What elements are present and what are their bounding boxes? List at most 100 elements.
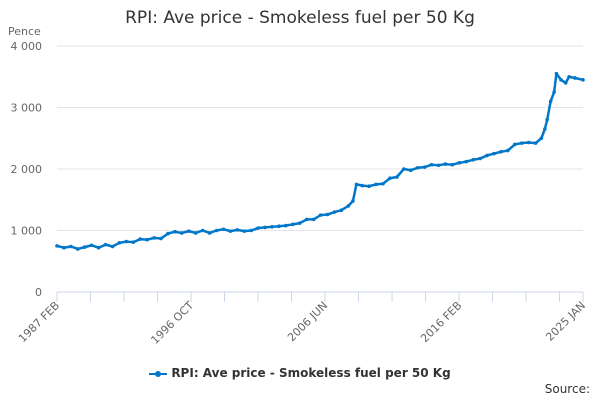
data-point (186, 229, 191, 233)
data-point (166, 231, 170, 236)
data-point (117, 241, 122, 245)
data-point (200, 228, 205, 233)
data-point (138, 237, 143, 241)
data-point (464, 159, 469, 164)
data-point (478, 156, 482, 161)
data-point (526, 140, 531, 145)
x-tick-label: 2025 JAN (543, 299, 588, 344)
source-label: Source: (544, 382, 590, 396)
data-point (450, 162, 455, 167)
data-point (471, 157, 475, 162)
data-point (103, 242, 108, 247)
data-point (193, 231, 198, 235)
data-point (145, 237, 149, 242)
data-point (429, 162, 434, 167)
data-point (159, 236, 163, 241)
data-point (214, 228, 219, 233)
legend-label: RPI: Ave price - Smokeless fuel per 50 K… (171, 366, 451, 380)
data-point (69, 244, 73, 249)
data-point (492, 151, 496, 156)
data-point (422, 165, 427, 169)
data-point (256, 226, 260, 230)
data-point (545, 118, 549, 122)
data-point (499, 149, 503, 154)
data-point (270, 225, 274, 229)
data-point (124, 239, 129, 244)
data-point (207, 231, 212, 235)
data-point (249, 228, 254, 233)
x-tick-label: 1987 FEB (16, 299, 62, 345)
data-point (533, 141, 538, 145)
data-point (62, 245, 66, 250)
data-point (235, 228, 240, 232)
data-point (573, 76, 577, 80)
data-point (443, 162, 448, 166)
data-point (388, 176, 392, 181)
data-point (311, 217, 316, 222)
data-point (519, 141, 524, 145)
y-tick-label: 4 000 (11, 40, 43, 53)
data-point (291, 222, 295, 227)
x-tick-label: 2006 JUN (285, 299, 330, 344)
data-point (339, 208, 344, 213)
data-point (457, 161, 462, 165)
x-tick-label: 2016 FEB (418, 299, 464, 345)
data-point (395, 175, 399, 179)
data-point (110, 244, 115, 249)
data-point (318, 213, 323, 217)
data-point (242, 229, 247, 233)
y-tick-label: 3 000 (11, 102, 43, 115)
data-point (351, 199, 355, 203)
data-point (277, 224, 281, 228)
data-point (131, 240, 136, 244)
x-tick-label: 1996 OCT (148, 299, 196, 347)
data-point (408, 168, 413, 173)
legend-swatch (149, 370, 168, 377)
chart-title: RPI: Ave price - Smokeless fuel per 50 K… (125, 8, 475, 28)
data-point (512, 142, 517, 147)
data-point (543, 127, 547, 131)
series-line (56, 72, 584, 251)
y-tick-label: 1 000 (11, 225, 43, 238)
data-point (554, 71, 559, 76)
data-point (415, 165, 420, 170)
data-point (96, 245, 101, 250)
y-tick-label: 2 000 (11, 163, 43, 176)
data-point (228, 229, 233, 233)
data-point (506, 148, 510, 153)
data-point (284, 223, 288, 228)
data-point (354, 182, 359, 187)
data-point (325, 212, 330, 217)
data-point (221, 227, 226, 232)
data-point (55, 244, 59, 248)
data-point (180, 231, 184, 235)
data-point (485, 153, 489, 158)
y-axis-unit: Pence (8, 25, 41, 38)
data-point (581, 78, 585, 82)
data-point (436, 163, 441, 168)
data-point (332, 210, 337, 214)
y-tick-label: 0 (35, 286, 42, 299)
data-point (304, 217, 309, 222)
data-point (563, 81, 568, 85)
data-point (297, 221, 302, 225)
data-point (76, 247, 80, 251)
data-point (263, 225, 267, 230)
data-point (152, 236, 156, 240)
data-point (374, 182, 378, 187)
data-point (567, 74, 571, 79)
data-point (552, 90, 556, 94)
data-point (402, 167, 406, 171)
data-point (360, 183, 364, 188)
data-point (367, 184, 371, 189)
data-point (539, 136, 544, 141)
data-point (559, 78, 563, 82)
data-point (346, 204, 351, 208)
data-point (381, 181, 385, 186)
data-point (173, 229, 177, 234)
data-point (548, 99, 553, 104)
data-point (82, 245, 87, 249)
legend-item[interactable]: RPI: Ave price - Smokeless fuel per 50 K… (0, 366, 600, 380)
data-point (89, 243, 94, 248)
